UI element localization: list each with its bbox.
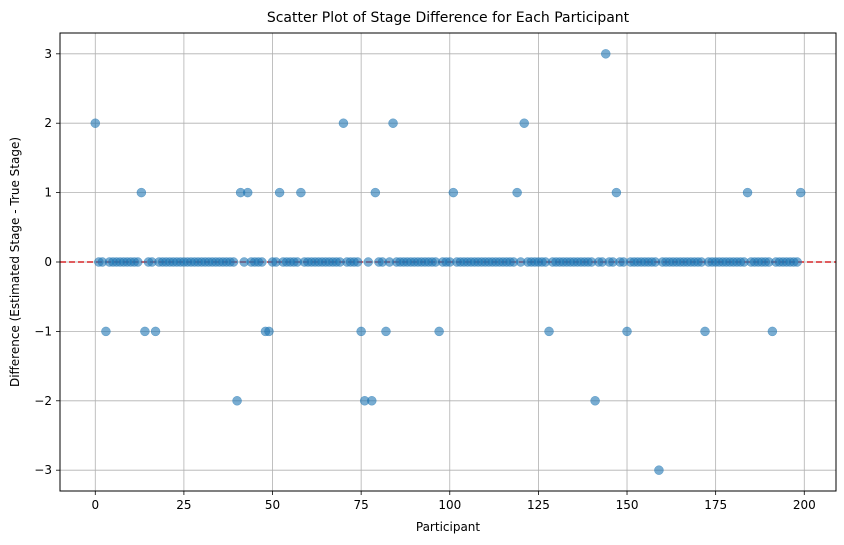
y-tick-label: −3	[34, 463, 52, 477]
y-tick-label: −2	[34, 394, 52, 408]
data-point	[742, 187, 753, 198]
data-point	[90, 118, 101, 128]
data-point	[611, 187, 622, 198]
data-point	[133, 257, 143, 267]
y-tick-label: 3	[44, 47, 52, 61]
x-axis-label: Participant	[416, 520, 481, 534]
data-point	[512, 187, 522, 198]
data-point	[356, 326, 366, 337]
x-tick-label: 150	[616, 498, 639, 512]
data-point	[274, 187, 285, 198]
data-point	[264, 326, 274, 337]
data-point	[448, 187, 459, 198]
x-tick-label: 200	[793, 498, 816, 512]
data-point	[363, 257, 373, 267]
data-point	[257, 257, 267, 267]
x-tick-label: 175	[704, 498, 727, 512]
data-point	[296, 187, 306, 198]
data-point	[622, 326, 632, 337]
data-point	[242, 187, 253, 198]
x-tick-label: 100	[438, 498, 461, 512]
x-tick-label: 75	[354, 498, 369, 512]
data-point	[767, 326, 778, 337]
x-tick-label: 25	[176, 498, 191, 512]
data-point	[150, 326, 161, 337]
x-axis-ticks: 0 25 50 75 100 125 150 175 200	[91, 491, 816, 512]
data-point	[140, 326, 150, 337]
y-tick-label: 2	[44, 116, 52, 130]
data-point	[601, 49, 611, 59]
data-point	[381, 326, 391, 337]
data-point	[792, 257, 802, 267]
data-point	[519, 118, 529, 128]
data-point	[101, 326, 111, 337]
y-tick-label: 0	[44, 255, 52, 269]
data-point	[795, 187, 806, 198]
data-point	[388, 118, 398, 128]
y-axis-ticks: −3 −2 −1 0 1 2 3	[34, 47, 60, 477]
data-point	[700, 326, 710, 337]
y-tick-label: −1	[34, 324, 52, 338]
data-point	[654, 465, 664, 475]
x-tick-label: 125	[527, 498, 550, 512]
data-point	[434, 326, 444, 337]
data-point	[228, 257, 239, 267]
chart-title: Scatter Plot of Stage Difference for Eac…	[267, 10, 630, 26]
data-point	[136, 187, 147, 198]
data-point	[370, 187, 381, 198]
y-axis-label: Difference (Estimated Stage - True Stage…	[8, 137, 22, 387]
data-point	[338, 118, 349, 128]
data-point	[367, 396, 377, 406]
data-point	[352, 257, 363, 267]
y-tick-label: 1	[44, 186, 52, 200]
x-tick-label: 50	[265, 498, 280, 512]
x-tick-label: 0	[91, 498, 99, 512]
data-point	[544, 326, 554, 337]
points-layer	[90, 49, 806, 475]
data-point	[232, 396, 242, 406]
data-point	[590, 396, 600, 406]
